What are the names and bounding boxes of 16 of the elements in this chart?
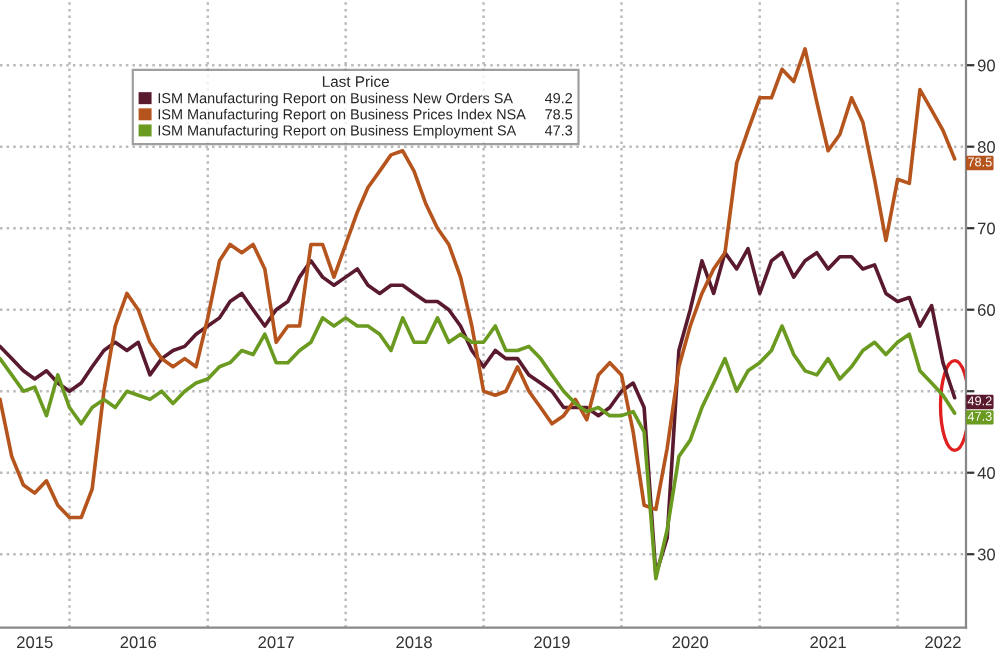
x-tick-label: 2016 xyxy=(120,636,157,649)
y-tick-label: 40 xyxy=(977,467,995,479)
y-tick-label: 90 xyxy=(977,59,995,72)
line-series xyxy=(0,47,957,520)
x-tick-label: 2019 xyxy=(534,636,570,649)
x-tick-label: 2015 xyxy=(17,636,53,649)
x-tick-label: 2017 xyxy=(258,636,294,649)
x-tick-label: 2018 xyxy=(396,636,432,649)
y-tick-label: 80 xyxy=(977,141,995,153)
y-tick-label: 70 xyxy=(977,222,995,235)
line-series xyxy=(0,316,957,581)
y-tick-label: 30 xyxy=(977,548,995,561)
x-tick-label: 2020 xyxy=(672,636,709,649)
x-tick-label: 2021 xyxy=(810,636,846,649)
y-tick-label: 60 xyxy=(977,304,995,316)
x-tick-label: 2022 xyxy=(925,636,961,649)
